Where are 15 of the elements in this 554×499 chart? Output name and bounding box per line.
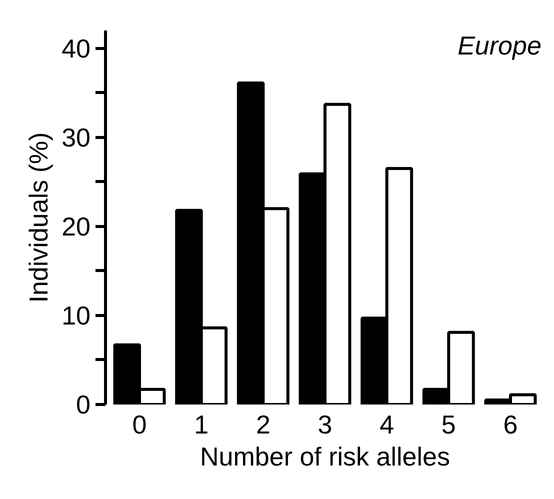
x-tick-label: 6 [503, 410, 518, 440]
x-tick-label: 0 [132, 410, 147, 440]
x-tick-label: 5 [441, 410, 456, 440]
x-tick-label: 4 [380, 410, 394, 440]
x-tick-label: 2 [256, 410, 270, 440]
y-tick-label: 0 [76, 390, 91, 420]
y-axis-title: Individuals (%) [24, 132, 54, 303]
y-tick-label: 30 [62, 122, 90, 152]
annotation: Europe [458, 30, 542, 60]
y-tick-label: 40 [62, 33, 90, 64]
y-tick-label: 10 [62, 300, 90, 330]
x-tick-label: 1 [194, 410, 209, 440]
x-tick-label: 3 [318, 410, 332, 440]
y-tick-label: 20 [62, 211, 90, 242]
x-axis-title: Number of risk alleles [200, 442, 450, 472]
